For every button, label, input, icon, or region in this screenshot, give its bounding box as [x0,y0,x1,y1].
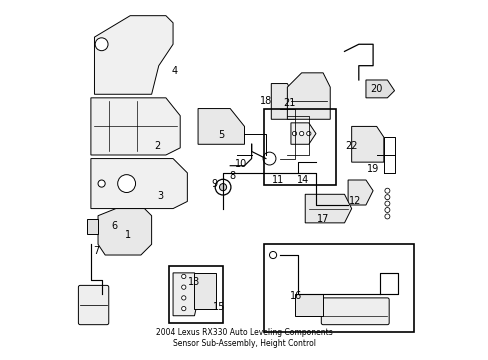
Circle shape [98,180,105,187]
Text: 10: 10 [234,159,246,169]
Polygon shape [87,219,98,234]
Polygon shape [198,109,244,144]
Text: 3: 3 [157,191,163,201]
Text: 2004 Lexus RX330 Auto Leveling Components
Sensor Sub-Assembly, Height Control: 2004 Lexus RX330 Auto Leveling Component… [156,328,332,348]
Circle shape [292,131,296,136]
Bar [169,266,223,323]
Polygon shape [98,208,151,255]
Text: 15: 15 [213,302,225,312]
FancyBboxPatch shape [321,298,388,325]
Circle shape [269,251,276,258]
Bar [264,244,413,332]
Circle shape [299,131,303,136]
Circle shape [181,296,185,300]
Text: 11: 11 [272,175,284,185]
Circle shape [181,274,185,279]
Circle shape [181,285,185,289]
Text: 7: 7 [93,247,99,256]
Text: 20: 20 [370,84,382,94]
Text: 21: 21 [283,98,295,108]
Circle shape [263,152,275,165]
Polygon shape [294,294,323,316]
Circle shape [215,179,230,195]
Text: 22: 22 [345,141,357,151]
Polygon shape [347,180,372,205]
Polygon shape [91,158,187,208]
Circle shape [118,175,135,193]
Text: 9: 9 [211,179,217,189]
Text: 17: 17 [316,214,328,224]
Text: 2: 2 [154,141,160,151]
Text: 14: 14 [297,175,309,185]
Polygon shape [271,84,294,119]
Polygon shape [287,73,329,119]
Text: 1: 1 [125,230,131,240]
Circle shape [181,306,185,311]
Circle shape [219,184,226,191]
Text: 5: 5 [218,130,224,140]
Polygon shape [351,126,383,162]
Circle shape [95,38,108,51]
FancyBboxPatch shape [78,285,108,325]
Text: 16: 16 [289,291,302,301]
Text: 13: 13 [188,277,200,287]
Text: 8: 8 [228,171,235,181]
Polygon shape [94,16,173,94]
Polygon shape [91,98,180,155]
Polygon shape [194,273,216,309]
Bar [264,109,335,185]
Polygon shape [365,80,394,98]
Polygon shape [290,123,315,144]
Polygon shape [305,194,351,223]
Text: 12: 12 [348,197,361,206]
Text: 19: 19 [366,164,379,174]
Text: 4: 4 [171,66,178,76]
Text: 18: 18 [259,96,271,107]
Circle shape [306,131,310,136]
Polygon shape [173,273,201,316]
Text: 6: 6 [111,221,117,231]
